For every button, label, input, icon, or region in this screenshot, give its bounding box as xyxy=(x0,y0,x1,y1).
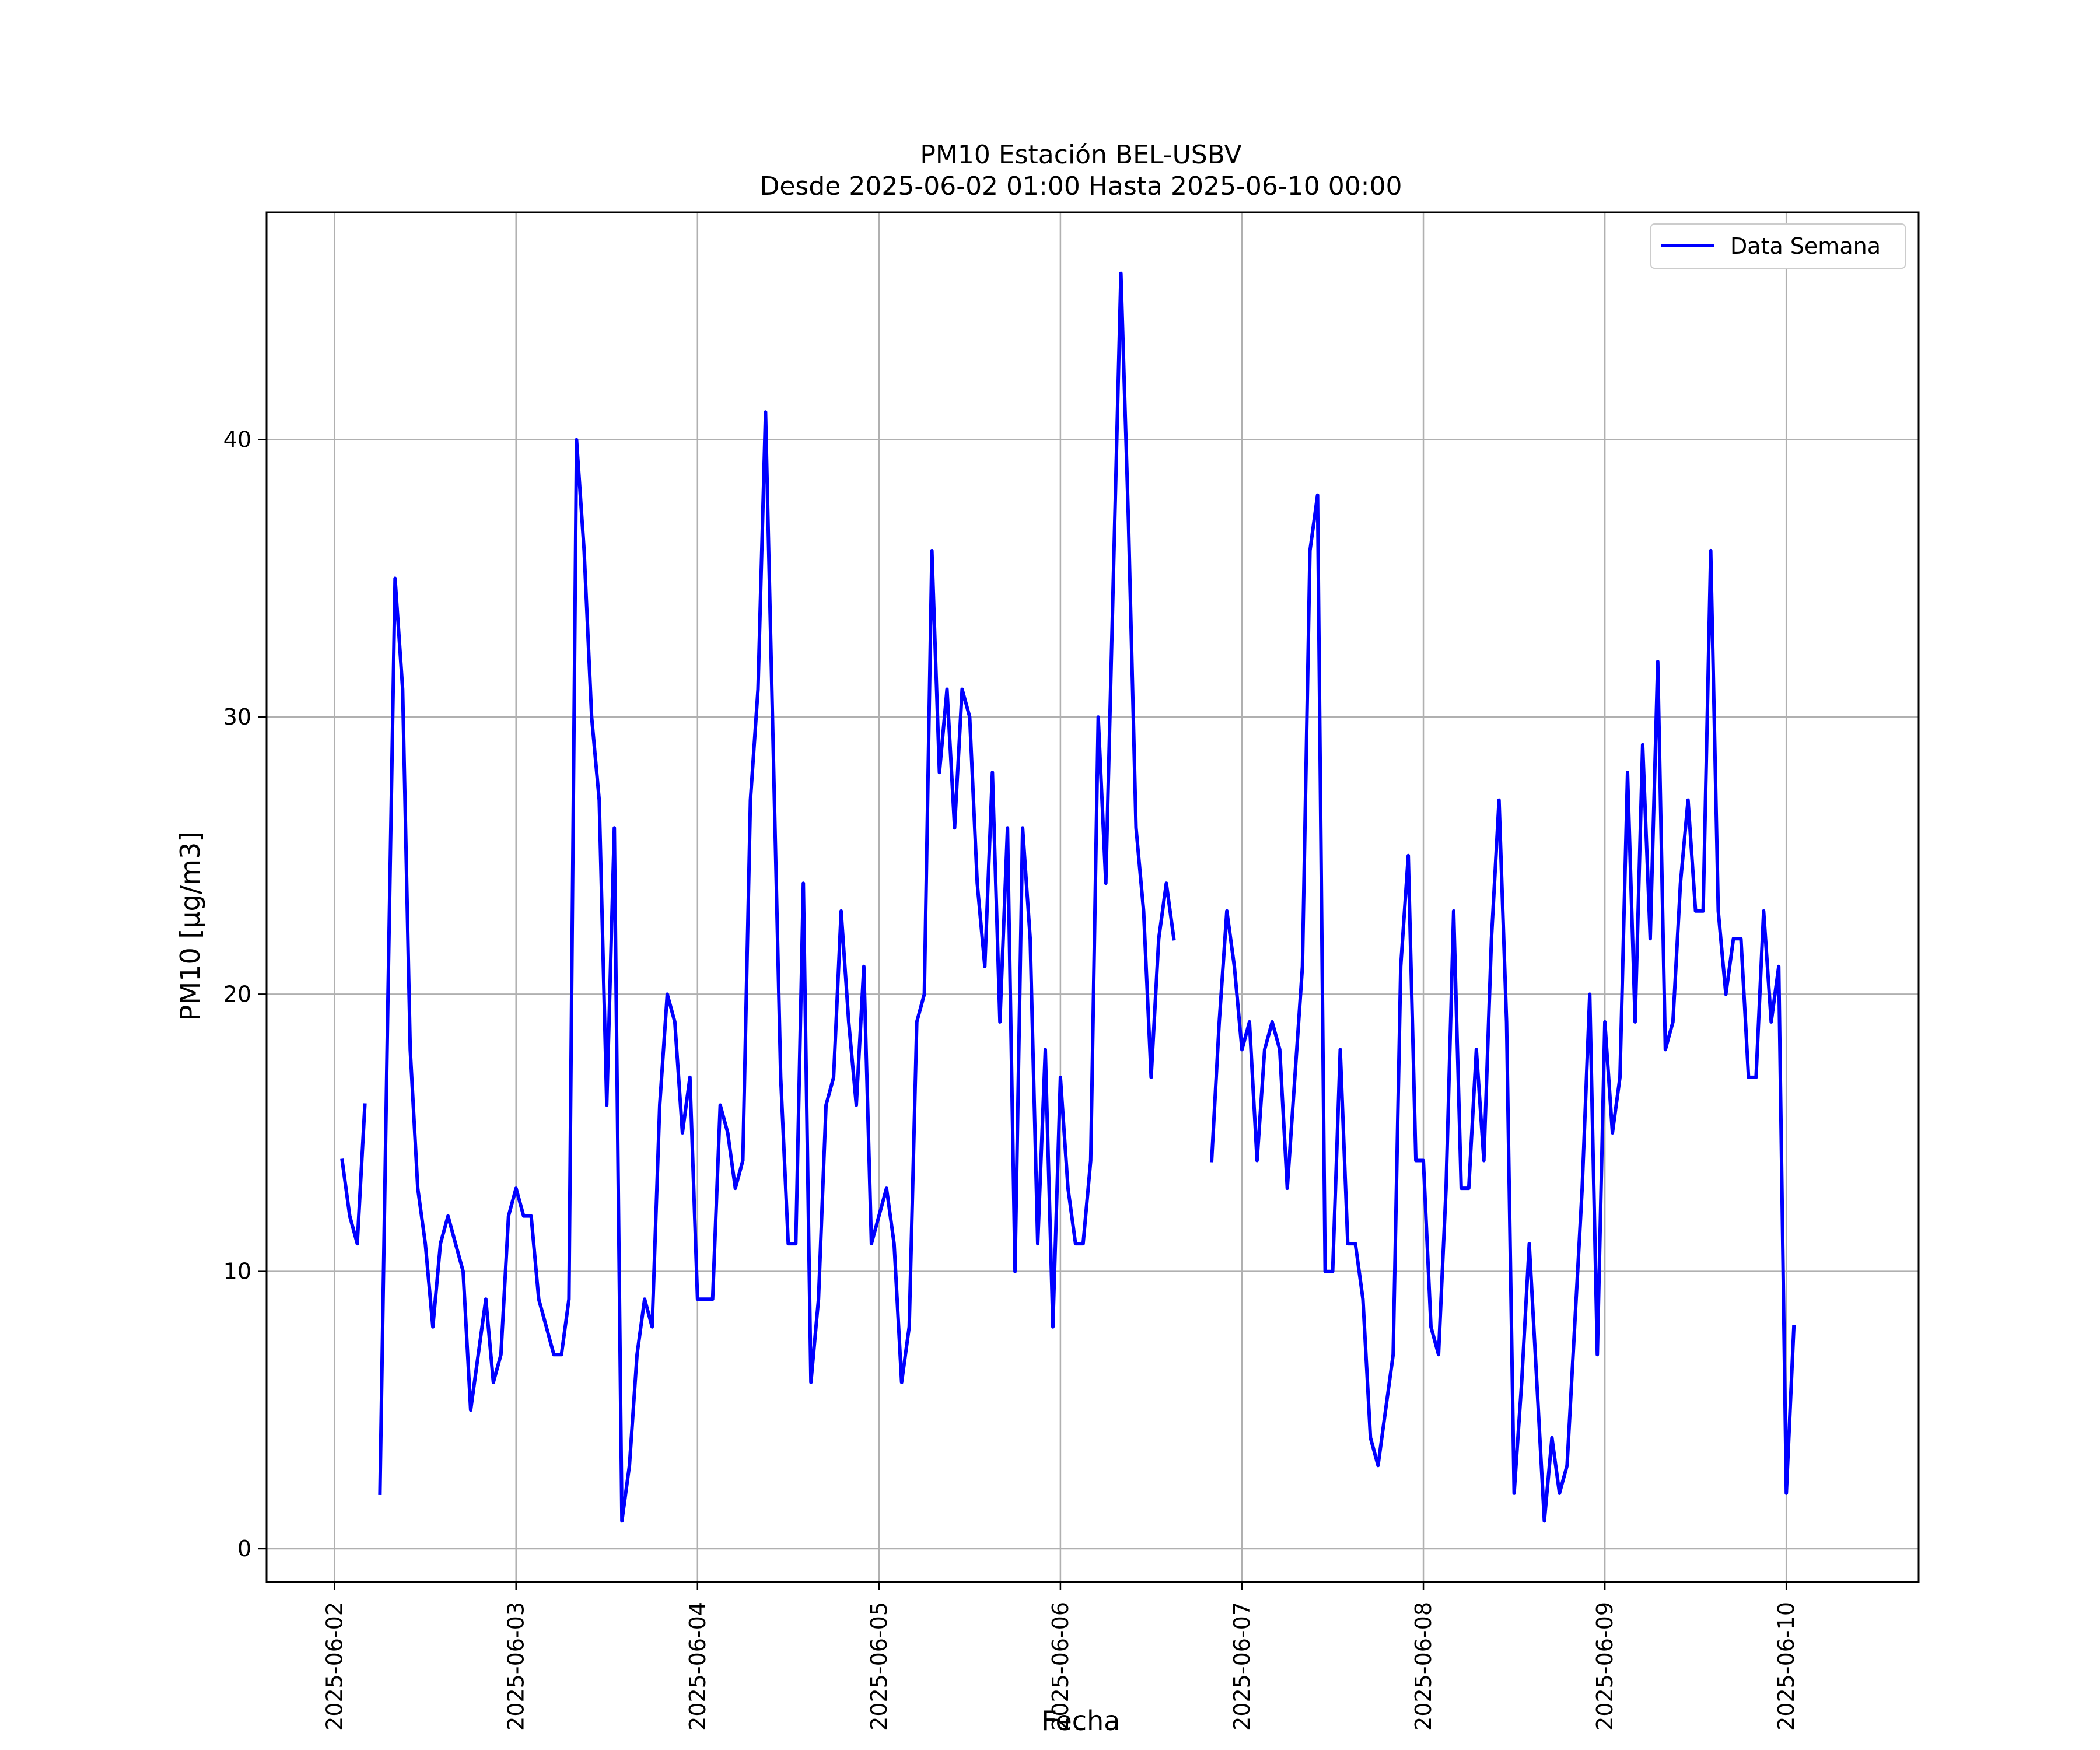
legend-label-data-semana: Data Semana xyxy=(1730,233,1881,259)
x-tick-label: 2025-06-09 xyxy=(1592,1602,1618,1731)
y-tick-label: 10 xyxy=(223,1259,251,1284)
chart-subtitle: Desde 2025-06-02 01:00 Hasta 2025-06-10 … xyxy=(760,172,1402,201)
y-axis-ticks: 0 10 20 30 40 xyxy=(223,427,267,1562)
x-axis-ticks: 2025-06-02 2025-06-03 2025-06-04 2025-06-05… xyxy=(322,1582,1799,1731)
grid-lines xyxy=(267,212,1919,1582)
series-layer xyxy=(340,271,1796,1523)
x-tick-label: 2025-06-07 xyxy=(1229,1602,1255,1731)
x-tick-label: 2025-06-02 xyxy=(322,1602,348,1731)
y-tick-label: 30 xyxy=(223,704,251,730)
x-tick-label: 2025-06-10 xyxy=(1773,1602,1799,1731)
x-tick-label: 2025-06-04 xyxy=(685,1602,710,1731)
y-tick-label: 0 xyxy=(237,1536,251,1562)
chart-title: PM10 Estación BEL-USBV xyxy=(920,140,1241,170)
x-tick-label: 2025-06-06 xyxy=(1048,1602,1073,1731)
legend-box xyxy=(1650,223,1906,269)
y-tick-label: 40 xyxy=(223,427,251,453)
series-line-data-semana xyxy=(340,271,1796,1523)
plot-area-frame xyxy=(265,211,1920,1583)
legend: Data Semana xyxy=(1650,223,1906,269)
x-tick-label: 2025-06-05 xyxy=(866,1602,892,1731)
y-axis-label: PM10 [μg/m3] xyxy=(174,832,206,1021)
x-tick-label: 2025-06-03 xyxy=(503,1602,529,1731)
x-tick-label: 2025-06-08 xyxy=(1410,1602,1436,1731)
y-tick-label: 20 xyxy=(223,981,251,1007)
x-axis-label: Fecha xyxy=(1042,1705,1121,1737)
